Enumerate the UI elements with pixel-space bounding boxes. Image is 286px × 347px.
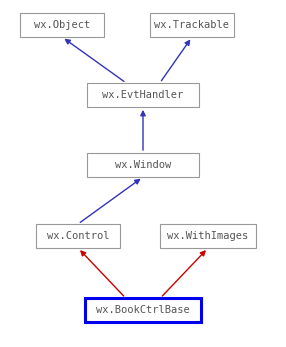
Text: wx.Control: wx.Control [47,231,109,241]
Bar [85,298,201,322]
Text: wx.Window: wx.Window [115,160,171,170]
Text: wx.EvtHandler: wx.EvtHandler [102,90,184,100]
Bar [87,153,199,177]
Bar [20,13,104,37]
Bar [87,83,199,107]
Bar [160,224,256,248]
Text: wx.BookCtrlBase: wx.BookCtrlBase [96,305,190,315]
Bar [36,224,120,248]
Text: wx.Trackable: wx.Trackable [154,20,229,30]
Text: wx.WithImages: wx.WithImages [167,231,249,241]
Bar [150,13,234,37]
Text: wx.Object: wx.Object [34,20,90,30]
